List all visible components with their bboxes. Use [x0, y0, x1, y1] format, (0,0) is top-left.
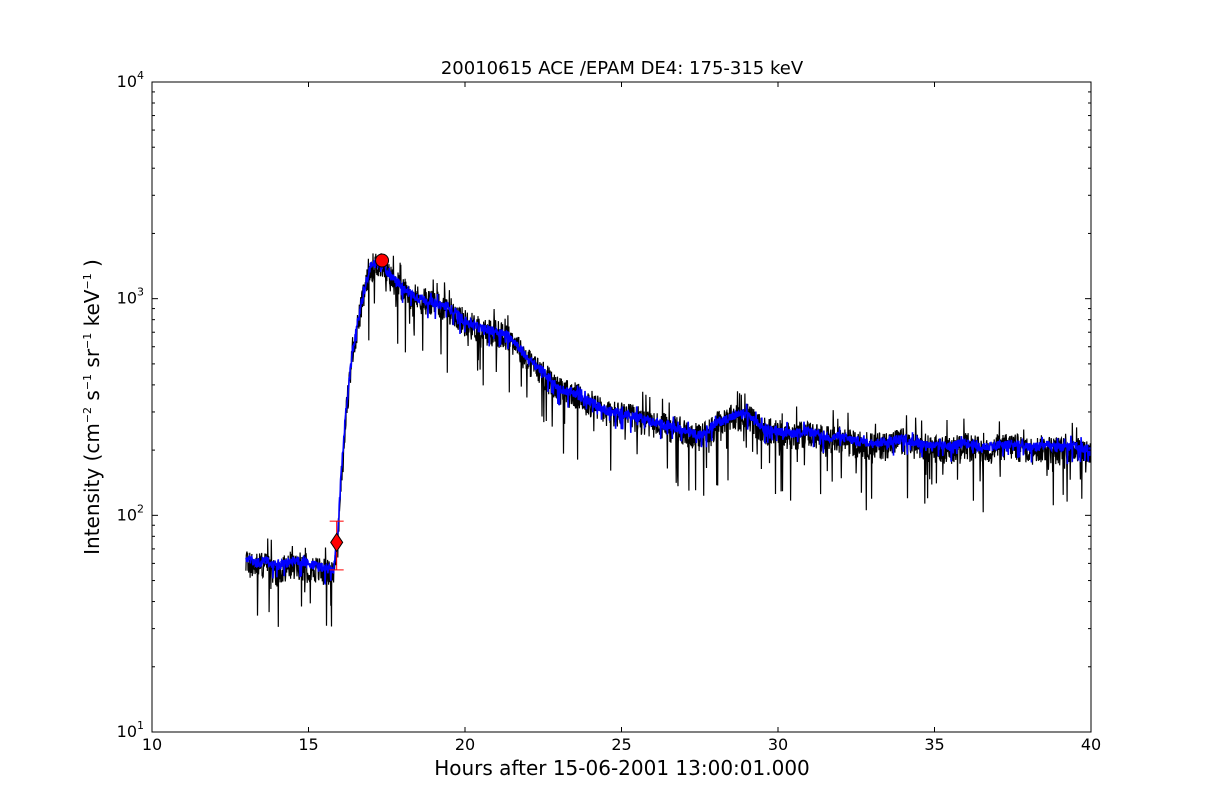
- y-axis: 101 102 103 104: [117, 69, 1091, 741]
- x-tick-label: 20: [455, 735, 475, 754]
- y-axis-title-unit: s: [80, 390, 104, 407]
- y-tick-label: 102: [117, 502, 144, 524]
- x-axis: 10 15 20 25 30 35 40: [142, 82, 1101, 754]
- y-axis-title-prefix: Intensity (cm: [80, 423, 104, 555]
- y-tick-label: 101: [117, 719, 144, 741]
- y-axis-title-sup: −1: [81, 333, 94, 349]
- y-axis-title-unit: sr: [80, 348, 104, 374]
- x-axis-title: Hours after 15-06-2001 13:00:01.000: [434, 756, 810, 780]
- y-axis-title: Intensity (cm−2 s−1 sr−1 keV−1 ): [80, 259, 104, 555]
- x-tick-label: 10: [142, 735, 162, 754]
- x-tick-label: 15: [298, 735, 318, 754]
- y-axis-title-sup: −2: [81, 407, 94, 423]
- y-axis-title-suffix: ): [80, 259, 104, 273]
- x-tick-label: 25: [611, 735, 631, 754]
- y-tick-label: 103: [117, 286, 144, 308]
- y-axis-title-sup: −1: [81, 374, 94, 390]
- marker-layer: [329, 253, 390, 571]
- y-tick-label: 104: [117, 69, 144, 91]
- onset-marker: [330, 532, 344, 553]
- series-layer: [245, 253, 1091, 627]
- x-tick-label: 30: [768, 735, 788, 754]
- y-axis-title-unit: keV: [80, 289, 104, 333]
- y-axis-title-sup: −1: [81, 273, 94, 289]
- x-tick-label: 40: [1081, 735, 1101, 754]
- chart-title: 20010615 ACE /EPAM DE4: 175-315 keV: [441, 58, 804, 79]
- x-tick-label: 35: [924, 735, 944, 754]
- series-line-smoothed: [245, 257, 1091, 585]
- peak-marker: [375, 253, 390, 268]
